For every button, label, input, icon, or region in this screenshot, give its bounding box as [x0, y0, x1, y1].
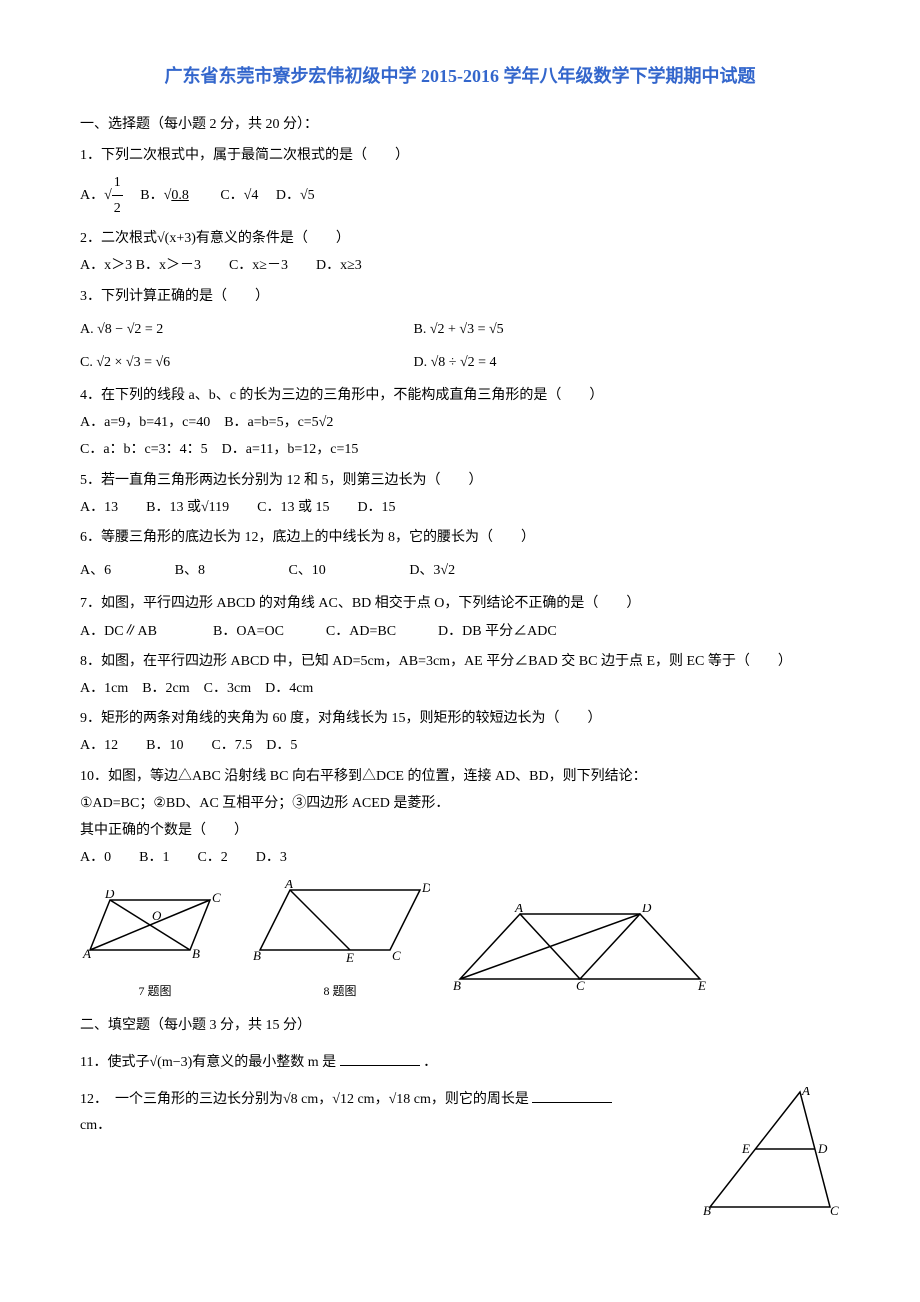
fig7-label: 7 题图: [80, 981, 230, 1003]
q8-text: 8．如图，在平行四边形 ABCD 中，已知 AD=5cm，AB=3cm，AE 平…: [80, 649, 840, 674]
q6-optA: A、6: [80, 563, 111, 578]
svg-text:D: D: [641, 904, 652, 915]
q6-text: 6．等腰三角形的底边长为 12，底边上的中线长为 8，它的腰长为（ ）: [80, 525, 840, 550]
question-1: 1．下列二次根式中，属于最简二次根式的是（ ） A．√12 B．√0.8 C．√…: [80, 143, 840, 222]
q11-text-after: ．: [423, 1055, 437, 1070]
question-8: 8．如图，在平行四边形 ABCD 中，已知 AD=5cm，AB=3cm，AE 平…: [80, 649, 840, 701]
svg-text:D: D: [421, 880, 430, 895]
svg-text:B: B: [453, 978, 461, 993]
q1-optD: D．√5: [276, 188, 315, 203]
svg-text:B: B: [192, 946, 200, 961]
svg-text:B: B: [253, 948, 261, 963]
figures-row: D C A B O 7 题图 A D B C E 8 题图 A D B C: [80, 880, 840, 1003]
svg-text:C: C: [830, 1203, 839, 1217]
q7-options: A．DC∥AB B．OA=OC C．AD=BC D．DB 平分∠ADC: [80, 619, 840, 644]
figure-10: A D B C E: [450, 904, 710, 1003]
q10-line3: 其中正确的个数是（ ）: [80, 818, 840, 843]
svg-text:E: E: [345, 950, 354, 965]
question-7: 7．如图，平行四边形 ABCD 的对角线 AC、BD 相交于点 O，下列结论不正…: [80, 591, 840, 643]
parallelogram-bisector-icon: A D B C E: [250, 880, 430, 970]
svg-text:C: C: [576, 978, 585, 993]
q9-text: 9．矩形的两条对角线的夹角为 60 度，对角线长为 15，则矩形的较短边长为（ …: [80, 706, 840, 731]
q1-optB: B．√0.8: [140, 188, 189, 203]
question-2: 2．二次根式√(x+3)有意义的条件是（ ） A．x＞3 B．x＞－3 C．x≥…: [80, 226, 840, 278]
svg-text:D: D: [104, 890, 115, 901]
q8-options: A．1cm B．2cm C．3cm D．4cm: [80, 676, 840, 701]
q3-optB: B. √2 + √3 = √5: [414, 317, 504, 342]
svg-text:E: E: [741, 1141, 750, 1156]
figure-8: A D B C E 8 题图: [250, 880, 430, 1003]
q6-options: A、6 B、8 C、10 D、3√2: [80, 558, 840, 583]
figure-right-triangle: A B C E D: [700, 1087, 840, 1226]
question-10: 10．如图，等边△ABC 沿射线 BC 向右平移到△DCE 的位置，连接 AD、…: [80, 764, 840, 871]
question-4: 4．在下列的线段 a、b、c 的长为三边的三角形中，不能构成直角三角形的是（ ）…: [80, 383, 840, 463]
q12-text-before: 12． 一个三角形的三边长分别为√8 cm，√12 cm，√18 cm，则它的周…: [80, 1092, 529, 1107]
equilateral-translate-icon: A D B C E: [450, 904, 710, 994]
q4-line1: A．a=9，b=41，c=40 B．a=b=5，c=5√2: [80, 410, 840, 435]
svg-text:A: A: [801, 1087, 810, 1098]
q11-text-before: 11．使式子√(m−3)有意义的最小整数 m 是: [80, 1055, 336, 1070]
q5-options: A．13 B．13 或√119 C．13 或 15 D．15: [80, 495, 840, 520]
q3-optC: C. √2 × √3 = √6: [80, 350, 380, 375]
svg-text:D: D: [817, 1141, 828, 1156]
q1-options: A．√12 B．√0.8 C．√4 D．√5: [80, 170, 840, 221]
q3-options-row1: A. √8 − √2 = 2 B. √2 + √3 = √5: [80, 317, 840, 342]
q10-options: A．0 B．1 C．2 D．3: [80, 845, 840, 870]
svg-text:C: C: [212, 890, 221, 905]
q1-optC: C．√4: [220, 188, 258, 203]
figure-7: D C A B O 7 题图: [80, 890, 230, 1003]
q10-line2: ①AD=BC；②BD、AC 互相平分；③四边形 ACED 是菱形．: [80, 791, 840, 816]
q6-optC: C、10: [288, 563, 325, 578]
question-11: 11．使式子√(m−3)有意义的最小整数 m 是 ．: [80, 1050, 840, 1075]
question-3: 3．下列计算正确的是（ ） A. √8 − √2 = 2 B. √2 + √3 …: [80, 284, 840, 376]
svg-text:A: A: [82, 946, 91, 961]
q7-text: 7．如图，平行四边形 ABCD 的对角线 AC、BD 相交于点 O，下列结论不正…: [80, 591, 840, 616]
question-9: 9．矩形的两条对角线的夹角为 60 度，对角线长为 15，则矩形的较短边长为（ …: [80, 706, 840, 758]
q1-optA: A．√12: [80, 188, 123, 203]
q3-options-row2: C. √2 × √3 = √6 D. √8 ÷ √2 = 4: [80, 350, 840, 375]
triangle-midsegment-icon: A B C E D: [700, 1087, 840, 1217]
q6-optD: D、3√2: [409, 563, 455, 578]
section2-header: 二、填空题（每小题 3 分，共 15 分）: [80, 1013, 840, 1038]
svg-text:E: E: [697, 978, 706, 993]
svg-text:O: O: [152, 908, 162, 923]
svg-text:C: C: [392, 948, 401, 963]
q3-optD: D. √8 ÷ √2 = 4: [414, 350, 497, 375]
question-5: 5．若一直角三角形两边长分别为 12 和 5，则第三边长为（ ） A．13 B．…: [80, 468, 840, 520]
q9-options: A．12 B．10 C．7.5 D．5: [80, 733, 840, 758]
q4-text: 4．在下列的线段 a、b、c 的长为三边的三角形中，不能构成直角三角形的是（ ）: [80, 383, 840, 408]
q4-line2: C．a：b：c=3：4：5 D．a=11，b=12，c=15: [80, 437, 840, 462]
q10-text: 10．如图，等边△ABC 沿射线 BC 向右平移到△DCE 的位置，连接 AD、…: [80, 764, 840, 789]
q2-text: 2．二次根式√(x+3)有意义的条件是（ ）: [80, 226, 840, 251]
svg-text:A: A: [284, 880, 293, 891]
page-title: 广东省东莞市寮步宏伟初级中学 2015-2016 学年八年级数学下学期期中试题: [80, 60, 840, 92]
svg-text:B: B: [703, 1203, 711, 1217]
q2-options: A．x＞3 B．x＞－3 C．x≥－3 D．x≥3: [80, 253, 840, 278]
q12-blank: [532, 1088, 612, 1103]
q6-optB: B、8: [175, 563, 205, 578]
q3-optA: A. √8 − √2 = 2: [80, 317, 380, 342]
svg-text:A: A: [514, 904, 523, 915]
fig8-label: 8 题图: [250, 981, 430, 1003]
q3-text: 3．下列计算正确的是（ ）: [80, 284, 840, 309]
parallelogram-diagonals-icon: D C A B O: [80, 890, 230, 970]
question-6: 6．等腰三角形的底边长为 12，底边上的中线长为 8，它的腰长为（ ） A、6 …: [80, 525, 840, 583]
q11-blank: [340, 1051, 420, 1066]
q1-text: 1．下列二次根式中，属于最简二次根式的是（ ）: [80, 143, 840, 168]
q5-text: 5．若一直角三角形两边长分别为 12 和 5，则第三边长为（ ）: [80, 468, 840, 493]
section1-header: 一、选择题（每小题 2 分，共 20 分）：: [80, 112, 840, 137]
